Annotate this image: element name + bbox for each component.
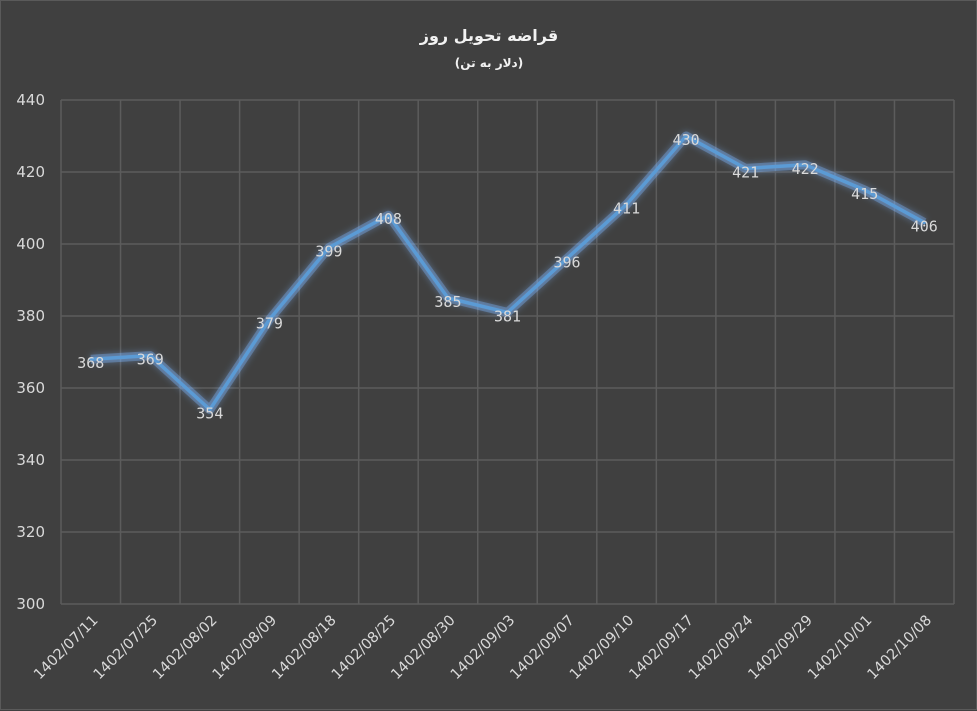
data-label: 368 — [77, 354, 104, 372]
data-label: 406 — [911, 217, 938, 235]
y-tick-label: 380 — [16, 307, 45, 325]
data-label: 430 — [673, 131, 700, 149]
data-label: 381 — [494, 307, 521, 325]
data-label: 354 — [196, 405, 223, 423]
data-label: 421 — [732, 163, 759, 181]
data-label: 369 — [137, 351, 164, 369]
data-label: 399 — [315, 243, 342, 261]
y-tick-label: 440 — [16, 91, 45, 109]
y-tick-label: 320 — [16, 523, 45, 541]
data-label: 379 — [256, 315, 283, 333]
y-tick-label: 340 — [16, 451, 45, 469]
x-axis-tick-labels: 1402/07/111402/07/251402/08/021402/08/09… — [31, 613, 935, 683]
data-label: 385 — [434, 293, 461, 311]
chart-title: قراضه تحویل روز — [419, 26, 558, 45]
y-tick-label: 420 — [16, 163, 45, 181]
y-tick-label: 400 — [16, 235, 45, 253]
y-axis-tick-labels: 300 320 340 360 380 400 420 440 — [16, 91, 45, 613]
data-label: 396 — [553, 253, 580, 271]
data-label: 411 — [613, 199, 640, 217]
y-tick-label: 360 — [16, 379, 45, 397]
data-labels: 368 369 354 379 399 408 385 381 396 411 430 421 422 4… — [77, 131, 938, 423]
data-label: 422 — [792, 160, 819, 178]
data-label: 408 — [375, 210, 402, 228]
x-tick-label: 1402/10/08 — [865, 613, 935, 683]
data-label: 415 — [851, 185, 878, 203]
y-tick-label: 300 — [16, 595, 45, 613]
chart-subtitle: (دلار به تن) — [455, 56, 523, 70]
